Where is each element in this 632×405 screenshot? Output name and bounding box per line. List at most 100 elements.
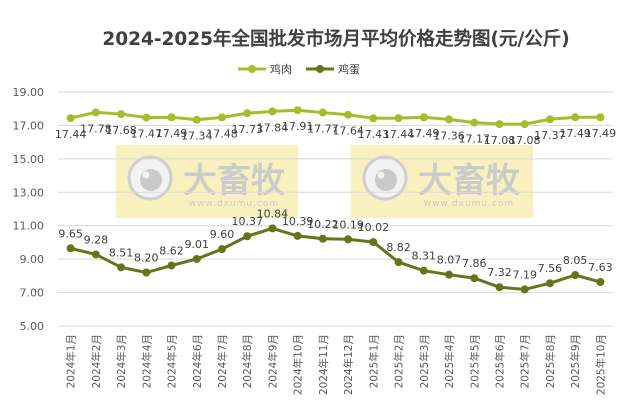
- legend-item: 鸡肉: [238, 62, 292, 76]
- watermark-logo-highlight-icon: [377, 171, 385, 179]
- data-point: [167, 113, 176, 122]
- data-label: 17.49: [156, 127, 188, 140]
- x-tick-label: 2024年10月: [292, 334, 305, 395]
- data-point: [394, 258, 403, 267]
- watermark-brand: 大畜牧: [183, 161, 286, 201]
- data-point: [394, 114, 403, 123]
- legend-marker-icon: [248, 65, 256, 73]
- series-group: 17.4417.7817.6817.4717.4917.3417.4817.73…: [55, 106, 616, 294]
- y-tick-label: 7.00: [20, 287, 45, 300]
- x-tick-label: 2025年7月: [519, 334, 532, 388]
- series-鸡蛋: 9.65 9.288.51 8.208.629.019.6010.3710.8410…: [58, 207, 613, 294]
- data-label: 17.49: [559, 127, 591, 140]
- data-point: [369, 114, 378, 123]
- x-tick-label: 2025年10月: [594, 334, 607, 395]
- data-point: [293, 106, 302, 115]
- data-point: [596, 113, 605, 122]
- data-point: [571, 113, 580, 122]
- data-label: 17.73: [231, 123, 263, 136]
- x-tick-label: 2024年2月: [90, 334, 103, 388]
- x-tick-label: 2025年5月: [468, 334, 481, 388]
- x-tick-label: 2025年1月: [367, 334, 380, 388]
- data-label: 8.07: [437, 254, 462, 267]
- data-label: 7.86: [462, 257, 487, 270]
- data-label: 10.39: [282, 215, 314, 228]
- data-point: [192, 254, 201, 263]
- data-point: [217, 245, 226, 254]
- data-point: [419, 113, 428, 122]
- x-tick-label: 2024年7月: [216, 334, 229, 388]
- y-tick-label: 17.00: [13, 119, 45, 132]
- data-point: [520, 285, 529, 294]
- legend-marker-icon: [316, 65, 324, 73]
- x-tick-label: 2024年1月: [65, 334, 78, 388]
- x-tick-label: 2024年5月: [166, 334, 179, 388]
- data-label: 7.63: [588, 261, 613, 274]
- data-point: [117, 110, 126, 119]
- data-point: [344, 110, 353, 119]
- data-point: [167, 261, 176, 270]
- data-point: [495, 283, 504, 292]
- x-tick-label: 2025年4月: [443, 334, 456, 388]
- data-label: 7.56: [538, 262, 563, 275]
- legend: 鸡肉 鸡蛋: [238, 62, 360, 76]
- series-line: [70, 226, 601, 291]
- x-tick-label: 2024年6月: [191, 334, 204, 388]
- data-point: [268, 224, 277, 233]
- data-label: 17.44: [383, 128, 415, 141]
- data-label: 17.08: [509, 134, 541, 147]
- data-point: [192, 115, 201, 124]
- data-point: [369, 238, 378, 247]
- watermark-brand: 大畜牧: [418, 161, 521, 201]
- data-point: [470, 118, 479, 127]
- data-label: 9.01: [185, 238, 210, 251]
- y-axis: 5.00 7.00 9.00 11.00 13.00 15.00 17.00 19.00: [13, 86, 45, 333]
- data-label: 10.22: [307, 218, 339, 231]
- data-point: [243, 232, 252, 241]
- watermark-logo-pupil-icon: [140, 169, 162, 191]
- gridlines: [58, 91, 613, 327]
- data-point: [318, 108, 327, 117]
- watermark-url: www.dxumu.com: [189, 199, 279, 209]
- data-label: 8.51: [109, 246, 134, 259]
- legend-item: 鸡蛋: [306, 62, 360, 76]
- x-tick-label: 2024年9月: [266, 334, 279, 388]
- data-label: 8.31: [412, 250, 437, 263]
- data-point: [243, 109, 252, 118]
- data-label: 17.78: [80, 122, 112, 135]
- data-label: 8.82: [386, 241, 411, 254]
- legend-label: 鸡肉: [270, 62, 292, 76]
- y-tick-label: 9.00: [20, 253, 45, 266]
- data-point: [142, 113, 151, 122]
- data-point: [66, 114, 75, 123]
- x-tick-label: 2025年3月: [418, 334, 431, 388]
- data-point: [293, 231, 302, 240]
- data-point: [91, 250, 100, 259]
- data-label: 10.02: [358, 221, 390, 234]
- data-label: 17.48: [206, 127, 238, 140]
- legend-label: 鸡蛋: [338, 62, 360, 76]
- data-label: 17.77: [307, 123, 339, 136]
- data-label: 17.84: [257, 121, 289, 134]
- series-鸡肉: 17.4417.7817.6817.4717.4917.3417.4817.73…: [55, 106, 616, 147]
- data-point: [142, 268, 151, 277]
- data-label: 17.43: [358, 128, 390, 141]
- data-point: [344, 235, 353, 244]
- data-label: 8.20: [134, 252, 159, 265]
- data-point: [545, 115, 554, 124]
- data-point: [66, 244, 75, 253]
- data-label: 17.47: [131, 128, 163, 141]
- data-label: 17.49: [585, 127, 617, 140]
- data-label: 17.44: [55, 128, 87, 141]
- data-label: 8.62: [159, 244, 184, 257]
- data-label: 17.08: [484, 134, 516, 147]
- data-label: 9.65: [58, 227, 83, 240]
- y-tick-label: 13.00: [13, 186, 45, 199]
- watermark-logo-pupil-icon: [375, 169, 397, 191]
- data-point: [520, 120, 529, 129]
- data-label: 17.34: [181, 130, 213, 143]
- data-point: [545, 279, 554, 288]
